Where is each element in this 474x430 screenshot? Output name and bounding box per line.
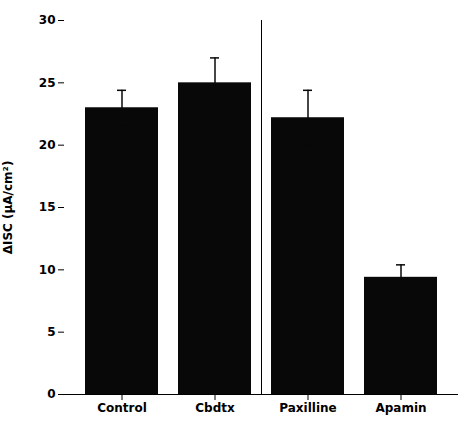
svg-text:ΔISC (μA/cm²): ΔISC (μA/cm²) bbox=[1, 161, 15, 255]
svg-text:Paxilline: Paxilline bbox=[279, 401, 336, 415]
svg-text:Apamin: Apamin bbox=[375, 401, 426, 415]
svg-text:Cbdtx: Cbdtx bbox=[195, 401, 235, 415]
svg-text:5: 5 bbox=[47, 325, 55, 339]
svg-text:0: 0 bbox=[47, 387, 55, 401]
svg-text:Control: Control bbox=[97, 401, 147, 415]
svg-text:30: 30 bbox=[39, 13, 56, 27]
svg-text:15: 15 bbox=[39, 200, 56, 214]
svg-text:10: 10 bbox=[39, 263, 56, 277]
svg-text:20: 20 bbox=[39, 138, 56, 152]
svg-text:25: 25 bbox=[39, 76, 56, 90]
